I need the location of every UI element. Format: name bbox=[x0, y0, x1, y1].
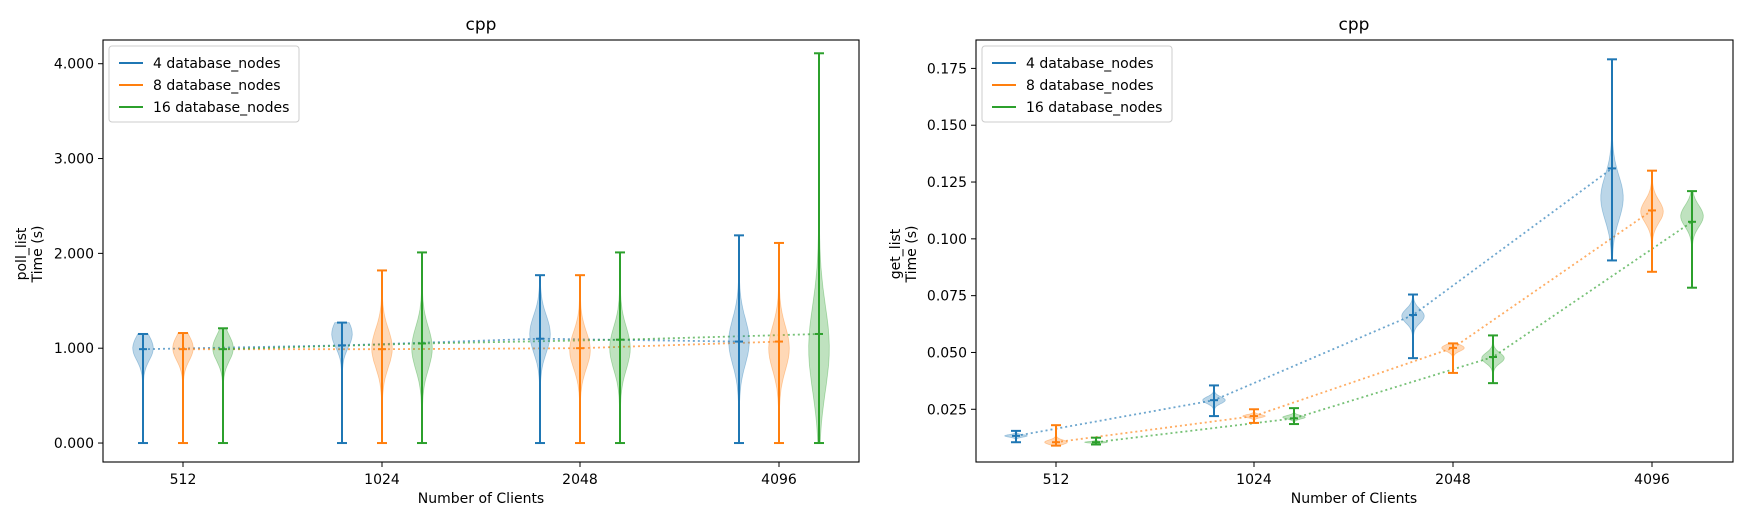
y-axis-label-line-2: Time (s) bbox=[904, 226, 920, 284]
trend-line-3 bbox=[222, 333, 820, 351]
x-tick-label: 1024 bbox=[1236, 472, 1272, 488]
y-tick-label: 0.100 bbox=[927, 232, 967, 248]
y-tick-label: 0.050 bbox=[927, 345, 967, 361]
y-tick-label: 1.000 bbox=[54, 341, 94, 357]
right-chart-get-list: cpp Number of Clients get_list Time (s) … bbox=[888, 15, 1734, 507]
x-tick-label: 512 bbox=[170, 472, 197, 488]
x-axis-label: Number of Clients bbox=[1291, 491, 1417, 507]
x-tick-label: 2048 bbox=[562, 472, 598, 488]
x-tick-label: 2048 bbox=[1435, 472, 1471, 488]
trend-line-2 bbox=[183, 340, 780, 351]
plot-frame bbox=[975, 39, 1734, 463]
x-tick-label: 4096 bbox=[761, 472, 797, 488]
left-chart-poll-list: cpp Number of Clients poll_list Time (s)… bbox=[14, 15, 860, 507]
legend-label: 4 database_nodes bbox=[1026, 56, 1154, 72]
legend-box bbox=[108, 45, 300, 123]
x-tick-label: 4096 bbox=[1634, 472, 1670, 488]
y-axis-label-line-1: get_list bbox=[888, 228, 904, 279]
y-tick-label: 0.025 bbox=[927, 402, 967, 418]
trend-line-1 bbox=[142, 337, 740, 351]
chart-title: cpp bbox=[466, 15, 497, 35]
y-tick-label: 0.150 bbox=[927, 118, 967, 134]
trend-line-3 bbox=[1095, 221, 1693, 444]
y-tick-label: 2.000 bbox=[54, 246, 94, 262]
x-axis-label: Number of Clients bbox=[418, 491, 544, 507]
plot-frame bbox=[102, 39, 860, 463]
legend: 4 database_nodes 8 database_nodes 16 datab… bbox=[981, 45, 1173, 123]
legend-label: 8 database_nodes bbox=[153, 78, 281, 94]
y-tick-label: 0.075 bbox=[927, 289, 967, 305]
y-tick-label: 0.125 bbox=[927, 175, 967, 191]
legend-label: 4 database_nodes bbox=[153, 56, 281, 72]
legend-label: 16 database_nodes bbox=[153, 100, 289, 116]
trend-line-1 bbox=[1015, 167, 1613, 437]
legend-label: 16 database_nodes bbox=[1026, 100, 1162, 116]
y-axis-label-line-1: poll_list bbox=[14, 227, 30, 280]
y-tick-label: 0.000 bbox=[54, 436, 94, 452]
chart-title: cpp bbox=[1339, 15, 1370, 35]
legend-box bbox=[981, 45, 1173, 123]
legend-label: 8 database_nodes bbox=[1026, 78, 1154, 94]
x-tick-label: 1024 bbox=[364, 472, 400, 488]
y-axis-label-line-2: Time (s) bbox=[30, 226, 46, 284]
y-tick-label: 3.000 bbox=[54, 152, 94, 168]
y-tick-label: 0.175 bbox=[927, 61, 967, 77]
x-tick-label: 512 bbox=[1043, 472, 1070, 488]
trend-line-2 bbox=[1055, 209, 1653, 444]
y-tick-label: 4.000 bbox=[54, 57, 94, 73]
legend: 4 database_nodes 8 database_nodes 16 datab… bbox=[108, 45, 300, 123]
